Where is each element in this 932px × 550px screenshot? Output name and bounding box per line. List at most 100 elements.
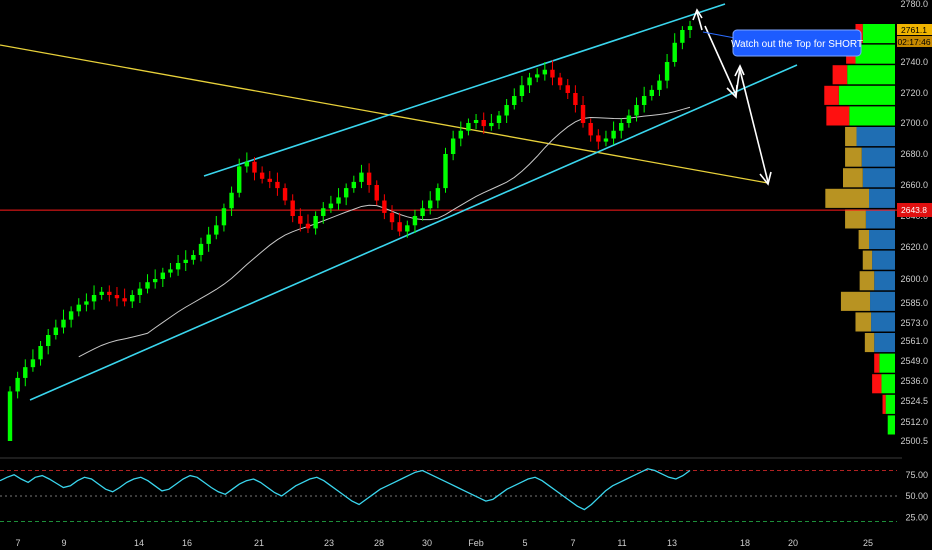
candle-body <box>405 225 410 232</box>
candle-body <box>237 166 242 193</box>
candle-body <box>412 216 418 226</box>
volume-profile-bar <box>855 312 872 332</box>
yellow-trendline[interactable] <box>0 44 769 184</box>
candle-body <box>420 208 425 216</box>
candle-body <box>428 200 433 209</box>
volume-profile-bar <box>847 65 895 85</box>
candle-body <box>649 89 654 96</box>
volume-profile-bar <box>832 65 848 85</box>
time-tick-label: 25 <box>863 538 873 548</box>
candle-body <box>137 288 143 295</box>
countdown-label: 02:17:46 <box>897 37 930 47</box>
volume-profile <box>824 24 895 435</box>
candle-body <box>473 120 479 123</box>
time-tick-label: 9 <box>61 538 66 548</box>
time-tick-label: 23 <box>324 538 334 548</box>
volume-profile-bar <box>845 147 862 167</box>
volume-profile-bar <box>872 250 895 270</box>
candle-body <box>76 304 81 312</box>
candle-body <box>573 93 578 105</box>
candle-body <box>7 391 13 441</box>
volume-profile-bar <box>856 127 895 147</box>
candle-body <box>298 216 303 224</box>
candle-body <box>596 135 601 142</box>
price-tick-label: 2620.0 <box>900 242 928 252</box>
candle-body <box>336 197 341 204</box>
volume-profile-bar <box>871 312 895 332</box>
arrow-down-segment-1 <box>704 25 737 96</box>
price-tick-label: 2740.0 <box>900 57 928 67</box>
time-tick-label: 30 <box>422 538 432 548</box>
candle-body <box>687 26 693 30</box>
candle-body <box>15 377 20 392</box>
channel-lower[interactable] <box>29 64 798 401</box>
time-tick-label: 14 <box>134 538 144 548</box>
volume-profile-bar <box>874 333 895 353</box>
volume-profile-bar <box>859 271 875 291</box>
candle-body <box>321 208 326 216</box>
candle-body <box>259 172 265 179</box>
support-price-box <box>897 203 932 217</box>
candle-body <box>389 212 395 223</box>
candle-body <box>619 123 624 131</box>
candle-body <box>641 96 647 105</box>
volume-profile-bar <box>862 250 873 270</box>
volume-profile-bar <box>838 85 895 105</box>
price-tick-label: 2500.5 <box>900 436 928 446</box>
volume-profile-bar <box>862 168 895 188</box>
volume-profile-bar <box>858 230 869 250</box>
callout-text: Watch out the Top for SHORT <box>731 39 863 50</box>
candle-body <box>343 188 349 198</box>
channel-upper[interactable] <box>203 3 726 177</box>
candles[interactable] <box>7 20 693 441</box>
price-tick-label: 2680.0 <box>900 149 928 159</box>
candle-body <box>267 178 272 182</box>
indicator-pane[interactable]: 75.00 50.00 25.00 <box>0 468 928 522</box>
time-tick-label: 28 <box>374 538 384 548</box>
time-tick-label: 7 <box>570 538 575 548</box>
time-tick-label: 20 <box>788 538 798 548</box>
volume-profile-bar <box>845 127 857 147</box>
support-price-label: 2643.8 <box>901 205 927 215</box>
candle-body <box>275 181 280 189</box>
candle-body <box>282 188 288 201</box>
candle-body <box>366 172 372 185</box>
candle-body <box>145 282 150 289</box>
last-price-box <box>897 24 932 35</box>
volume-profile-bar <box>887 415 895 435</box>
candle-body <box>382 200 387 213</box>
candle-body <box>466 123 471 131</box>
candle-body <box>38 346 43 360</box>
price-tick-label: 2700.0 <box>900 118 928 128</box>
candle-body <box>229 192 234 209</box>
last-price-label: 2761.1 <box>901 25 927 35</box>
volume-profile-bar <box>843 168 863 188</box>
callout[interactable]: Watch out the Top for SHORT <box>702 29 863 57</box>
time-axis[interactable]: 7 9 14 16 21 23 28 30 Feb 5 7 11 13 18 20 25 <box>15 538 873 548</box>
price-tick-label: 2660.0 <box>900 180 928 190</box>
candle-body <box>53 327 59 335</box>
candle-body <box>458 130 463 139</box>
time-tick-label: 11 <box>617 538 626 548</box>
candle-body <box>328 203 334 209</box>
volume-profile-bar <box>885 394 895 414</box>
candle-body <box>91 295 97 302</box>
arrow-down-head-2 <box>759 171 772 186</box>
time-tick-label: 7 <box>15 538 20 548</box>
volume-profile-bar <box>824 85 839 105</box>
volume-profile-bar <box>864 333 875 353</box>
candle-body <box>450 138 456 154</box>
arrow-up-segment-2 <box>735 67 741 96</box>
candle-body <box>122 298 127 302</box>
candle-body <box>397 222 402 232</box>
candle-body <box>664 62 670 81</box>
candle-body <box>611 130 616 139</box>
candle-body <box>46 335 51 346</box>
indicator-line <box>0 468 691 511</box>
volume-profile-bar <box>849 106 895 126</box>
candle-body <box>84 301 89 305</box>
indicator-tick-label: 50.00 <box>905 491 928 501</box>
projection-arrows <box>692 8 772 186</box>
candle-body <box>160 272 166 279</box>
